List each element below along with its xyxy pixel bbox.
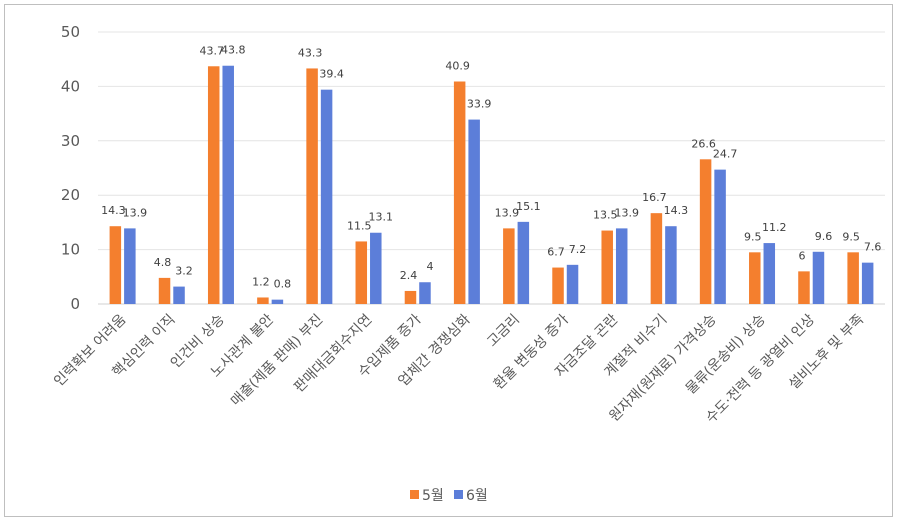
data-label: 9.5 xyxy=(744,230,762,243)
bar-may xyxy=(207,66,220,304)
data-label: 43.3 xyxy=(298,46,323,59)
data-label: 2.4 xyxy=(400,269,418,282)
data-label: 14.3 xyxy=(101,204,126,217)
bar-june xyxy=(468,119,480,304)
bar-june xyxy=(222,65,234,304)
data-label: 24.7 xyxy=(713,148,738,161)
bar-may xyxy=(699,159,712,304)
bar-june xyxy=(370,232,382,304)
data-label: 0.8 xyxy=(274,278,292,291)
data-label: 1.2 xyxy=(252,275,270,288)
data-label: 9.5 xyxy=(842,230,860,243)
legend-swatch-june xyxy=(454,490,463,499)
data-label: 6 xyxy=(798,249,805,262)
data-label: 3.2 xyxy=(175,265,193,278)
bar-june xyxy=(812,251,825,304)
bar-june xyxy=(665,226,677,304)
chart-frame xyxy=(4,4,893,517)
bar-may xyxy=(404,290,417,304)
data-label: 26.6 xyxy=(691,137,716,150)
data-label: 6.7 xyxy=(547,246,565,259)
bar-may xyxy=(650,213,663,304)
y-tick-label: 50 xyxy=(61,23,80,41)
data-label: 13.9 xyxy=(495,206,520,219)
bar-may xyxy=(601,230,613,304)
data-label: 33.9 xyxy=(467,98,492,111)
data-label: 13.5 xyxy=(593,209,618,222)
bar-june xyxy=(124,228,136,304)
bar-may xyxy=(749,252,761,304)
bar-may xyxy=(552,267,564,304)
data-label: 15.1 xyxy=(516,200,541,213)
bar-may xyxy=(257,297,269,304)
data-label: 4 xyxy=(426,260,433,273)
data-label: 13.9 xyxy=(123,206,148,219)
bar-june xyxy=(566,264,579,304)
bar-june xyxy=(271,299,284,304)
bar-june xyxy=(173,286,185,304)
data-label: 13.1 xyxy=(369,211,394,224)
bar-may xyxy=(306,68,318,304)
bar-june xyxy=(320,89,333,304)
legend-swatch-may xyxy=(410,490,419,499)
data-label: 43.8 xyxy=(221,44,246,57)
data-label: 39.4 xyxy=(319,68,344,81)
bar-june xyxy=(615,228,628,304)
legend-label: 6월 xyxy=(466,488,488,504)
bar-may xyxy=(503,228,515,304)
data-label: 7.2 xyxy=(569,243,587,256)
bar-may xyxy=(453,81,466,304)
data-label: 16.7 xyxy=(642,191,667,204)
bar-may xyxy=(847,252,859,304)
bar-may xyxy=(158,277,171,304)
bar-june xyxy=(763,243,776,304)
bar-may xyxy=(109,226,122,304)
data-label: 11.5 xyxy=(347,219,372,232)
data-label: 40.9 xyxy=(445,60,470,73)
bar-june xyxy=(517,221,530,304)
y-tick-label: 30 xyxy=(61,132,80,150)
data-label: 43.7 xyxy=(199,44,224,57)
data-label: 9.6 xyxy=(815,230,833,243)
bar-may xyxy=(798,271,810,304)
y-tick-label: 0 xyxy=(70,295,80,313)
data-label: 13.9 xyxy=(614,206,639,219)
bar-may xyxy=(355,241,368,304)
data-label: 7.6 xyxy=(864,241,882,254)
category-label: 매출(제품 판매) 부진 xyxy=(228,312,326,410)
bar-june xyxy=(861,262,874,304)
legend-label: 5월 xyxy=(422,488,444,504)
y-tick-label: 40 xyxy=(61,77,80,95)
bar-june xyxy=(714,169,726,304)
data-label: 14.3 xyxy=(664,204,689,217)
bar-june xyxy=(419,282,431,304)
y-tick-label: 10 xyxy=(61,241,80,259)
data-label: 11.2 xyxy=(762,221,787,234)
data-label: 4.8 xyxy=(154,256,172,269)
category-label: 고금리 xyxy=(484,312,523,351)
y-tick-label: 20 xyxy=(61,186,80,204)
